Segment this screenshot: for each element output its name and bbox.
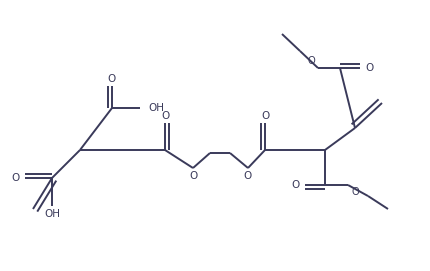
Text: O: O <box>108 74 116 84</box>
Text: OH: OH <box>44 209 60 219</box>
Text: O: O <box>189 171 197 181</box>
Text: O: O <box>244 171 252 181</box>
Text: O: O <box>12 173 20 183</box>
Text: O: O <box>161 111 169 121</box>
Text: O: O <box>261 111 269 121</box>
Text: O: O <box>351 187 359 197</box>
Text: O: O <box>365 63 373 73</box>
Text: O: O <box>292 180 300 190</box>
Text: O: O <box>307 56 315 66</box>
Text: OH: OH <box>148 103 164 113</box>
